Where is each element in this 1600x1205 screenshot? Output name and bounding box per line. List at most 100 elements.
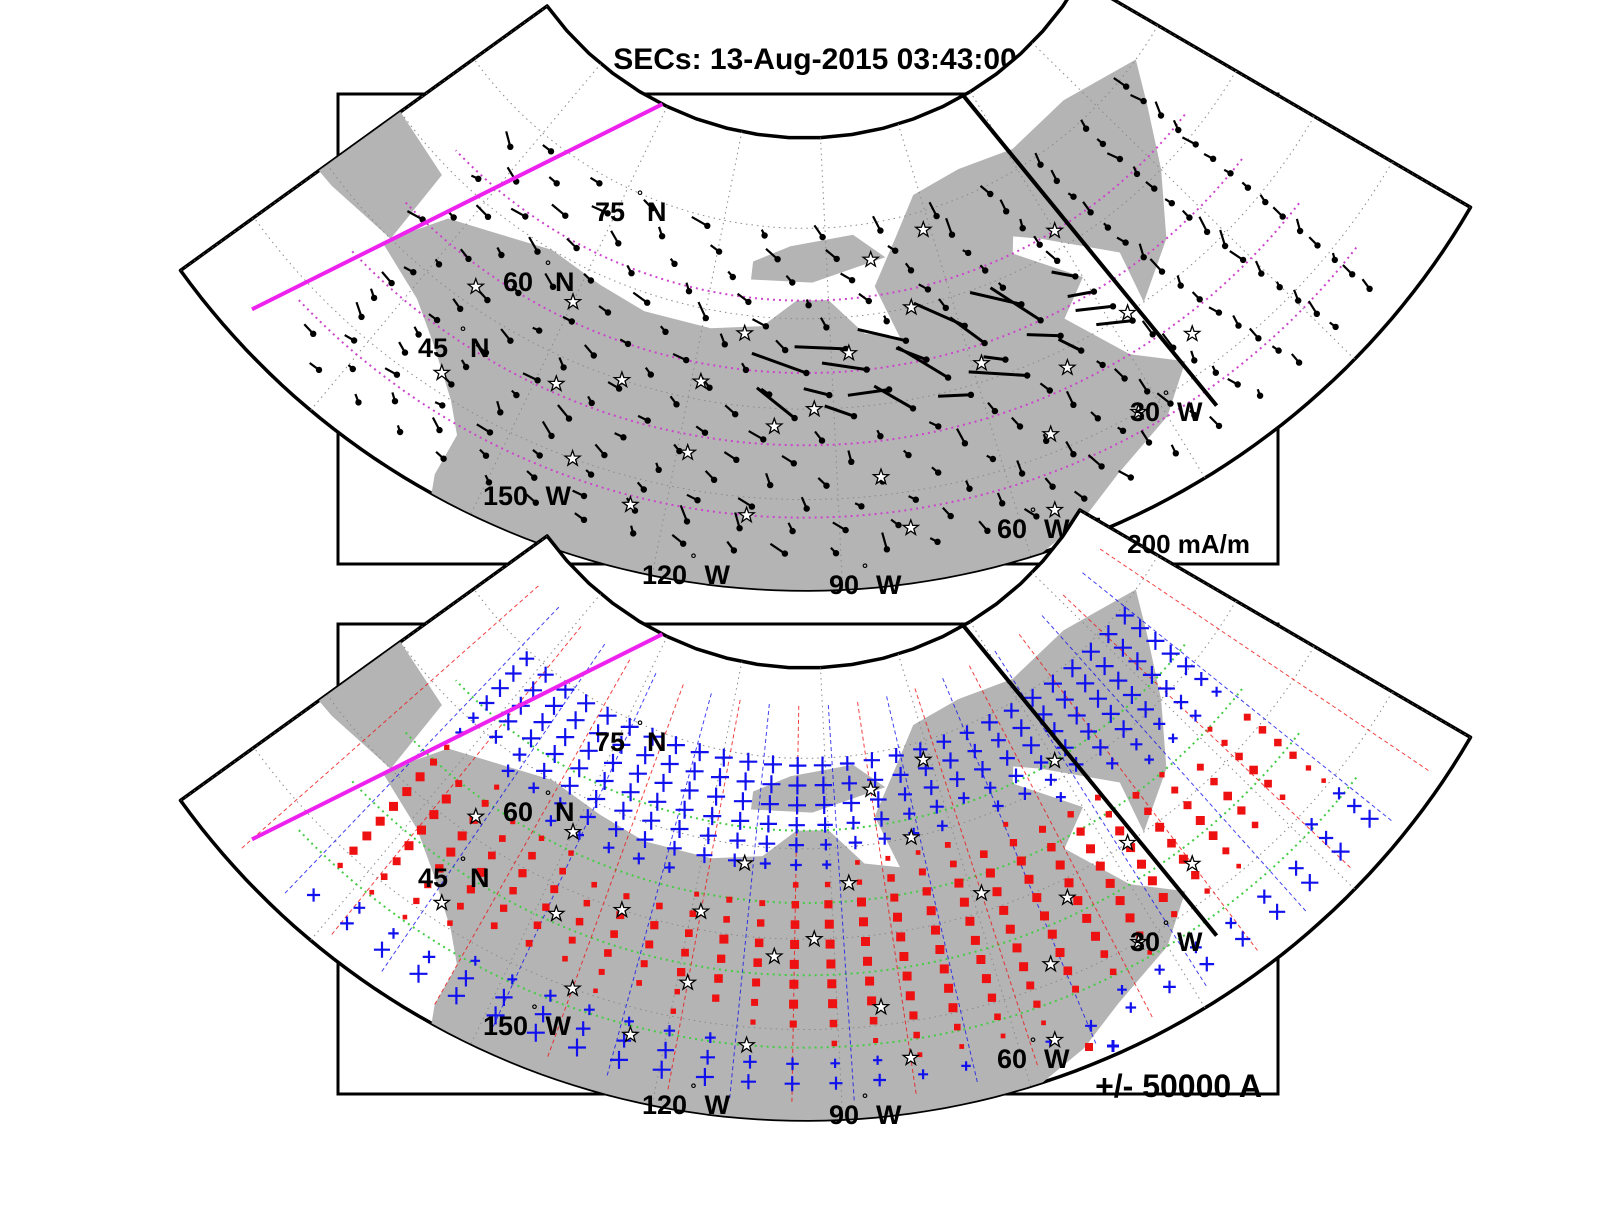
current-vector [726,540,735,552]
sec-column-line [968,663,1153,1018]
positive-current-marker [430,758,437,766]
negative-current-marker [711,768,729,787]
current-vector [847,450,853,463]
current-vector [541,420,553,437]
current-vector [381,271,393,284]
longitude-gridline [1079,0,1471,208]
positive-current-marker [670,1008,676,1014]
positive-current-marker [855,860,860,865]
negative-current-marker [624,1016,634,1027]
positive-current-marker [674,988,680,995]
negative-current-marker [501,764,515,778]
longitude-gridline [651,661,743,1105]
star-icon [737,1035,757,1054]
positive-current-marker [717,954,726,963]
current-vector [931,466,939,474]
positive-current-marker [457,831,467,841]
current-vector [598,305,609,314]
positive-current-marker [714,974,723,983]
current-vector [619,338,629,345]
positive-current-marker [1024,874,1034,884]
current-vector [303,323,315,335]
negative-current-marker [1117,985,1127,995]
negative-current-marker [528,782,540,794]
eastern-boundary-line [961,624,1219,937]
positive-current-marker [902,971,912,981]
current-vector [391,392,397,402]
positive-current-marker [1047,929,1057,939]
negative-current-marker [636,746,655,765]
positive-current-marker [533,921,542,929]
negative-current-marker [959,725,975,741]
positive-current-marker [726,896,733,903]
positive-current-marker [1105,811,1112,818]
positive-current-marker [1221,739,1228,746]
current-vector [1118,470,1132,479]
negative-current-marker [373,941,390,958]
positive-current-marker [392,857,401,866]
negative-current-marker [1301,874,1319,892]
negative-current-marker [1211,686,1222,697]
negative-current-marker [984,781,997,794]
star-icon [737,505,757,524]
negative-current-marker [1033,755,1049,770]
longitude-unit: W [705,560,731,590]
positive-current-marker [598,968,605,975]
current-vector [679,504,689,522]
positive-current-marker [922,887,931,896]
current-vector [431,416,441,431]
positive-current-marker [417,825,426,835]
current-vector [447,211,455,219]
positive-current-marker [790,940,800,949]
negative-current-marker [470,955,481,966]
positive-current-marker [1249,765,1258,775]
positive-current-marker [1196,763,1204,771]
current-vector [695,425,706,434]
current-vector [938,298,947,309]
current-vector [626,264,633,274]
current-vector [1293,289,1300,301]
star-icon [678,442,698,461]
star-icon [612,899,632,919]
current-vector [583,344,595,357]
negative-current-marker [666,736,685,755]
positive-current-marker [538,835,545,841]
current-vector [979,264,987,272]
current-vector [938,393,971,398]
degree-symbol: ° [637,718,643,735]
legend-positive-marker [1085,1043,1093,1051]
current-vector [1190,350,1196,361]
positive-current-marker [681,948,689,957]
star-icon [871,467,891,486]
current-vector [765,247,779,261]
negative-current-marker [873,811,890,827]
current-vector [384,367,398,376]
longitude-gridline [897,653,1032,1087]
sec-column-line [381,642,607,972]
current-vector [1065,390,1075,406]
positive-current-marker [500,904,508,912]
positive-current-marker [429,810,439,820]
current-vector [858,292,870,302]
current-vector [1080,119,1088,130]
positive-current-marker [1016,856,1026,866]
negative-current-marker [489,730,503,744]
current-vector [1106,152,1121,160]
negative-current-marker [1008,768,1024,784]
sec-column-line [284,605,561,894]
positive-current-marker [869,1016,878,1025]
current-vector [969,291,1022,306]
current-vector [751,318,767,328]
current-vector [1181,209,1191,219]
current-vector [669,258,676,265]
negative-current-marker [1012,719,1031,737]
current-vector [1051,270,1076,278]
positive-current-marker [873,1038,879,1043]
negative-current-marker [1158,680,1175,697]
positive-current-marker [861,937,870,946]
sec-column-line [885,694,978,1083]
current-vector [881,532,888,550]
negative-current-marker [759,815,777,833]
star-icon [1182,323,1202,342]
